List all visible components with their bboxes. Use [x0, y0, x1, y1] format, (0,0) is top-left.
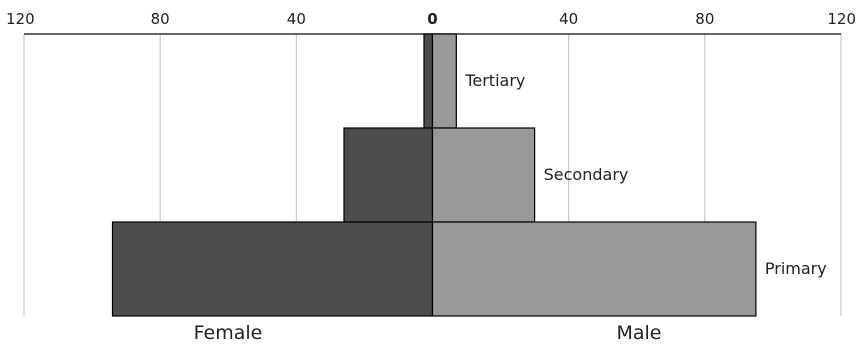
bar-male-primary: [431, 221, 757, 317]
male-label: Male: [616, 322, 661, 344]
x-tick-label: 0: [427, 10, 437, 28]
bars: [111, 33, 757, 317]
x-tick-label: 40: [287, 10, 306, 28]
x-tick-label: 120: [827, 10, 856, 28]
series-labels: Female Male: [194, 322, 662, 344]
bar-female-primary: [111, 221, 434, 317]
x-tick-label: 80: [695, 10, 714, 28]
category-label-tertiary: Tertiary: [464, 71, 525, 90]
category-labels: Tertiary Secondary Primary: [464, 71, 826, 278]
x-tick-label: 40: [559, 10, 578, 28]
bar-female-secondary: [343, 127, 434, 223]
bar-female-tertiary: [423, 33, 434, 129]
female-label: Female: [194, 322, 263, 344]
grid-lines: [23, 34, 842, 316]
bar-male-tertiary: [431, 33, 457, 129]
x-tick-label: 120: [6, 10, 35, 28]
bar-male-secondary: [431, 127, 536, 223]
category-label-primary: Primary: [765, 259, 827, 278]
x-tick-label: 80: [151, 10, 170, 28]
category-label-secondary: Secondary: [544, 165, 629, 184]
tick-labels: 120 80 40 0 40 80 120: [6, 10, 856, 28]
